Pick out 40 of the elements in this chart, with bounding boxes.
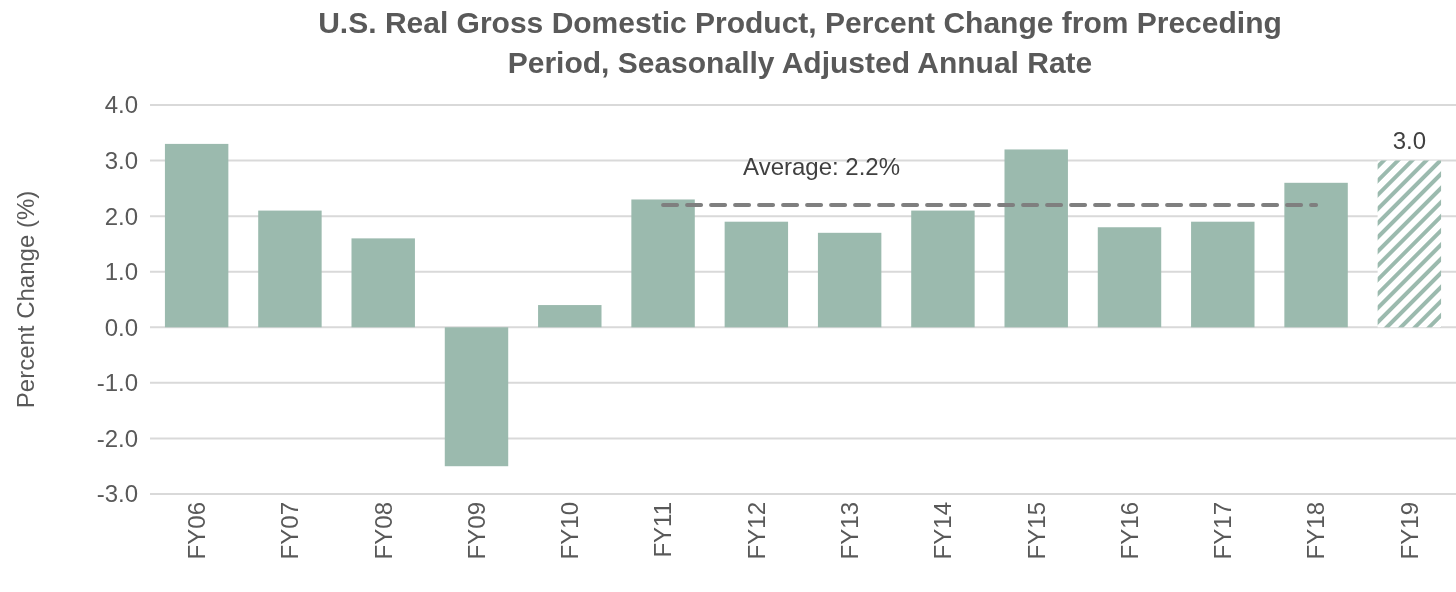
y-tick-label: -3.0 [96,480,138,508]
y-tick-label: 3.0 [104,146,138,174]
x-tick-label: FY19 [1395,502,1423,560]
x-tick-label: FY17 [1209,502,1237,560]
y-tick-label: 2.0 [104,202,138,230]
x-tick-label: FY18 [1302,502,1330,560]
bar [724,221,789,328]
bar [911,210,975,328]
bar [817,232,882,328]
bar [1377,160,1442,328]
x-tick-label: FY14 [929,502,957,560]
y-tick-label: 0.0 [104,313,138,341]
x-tick-label: FY12 [742,502,770,560]
y-tick-label: -2.0 [96,424,138,452]
bar [631,199,695,328]
x-tick-label: FY09 [462,502,490,560]
y-tick-label: -1.0 [96,369,138,397]
data-label: 3.0 [1392,126,1427,154]
bar [538,305,602,328]
x-tick-label: FY11 [649,502,677,558]
y-axis-title: Percent Change (%) [12,190,39,409]
series-label: Average: 2.2% [743,153,901,181]
x-tick-label: FY06 [183,502,211,560]
x-tick-label: FY10 [556,502,584,560]
bar [1284,182,1348,328]
bar [1191,221,1255,328]
bar [1004,149,1068,328]
y-tick-label: 4.0 [104,91,138,119]
bar [351,238,415,328]
bar [444,327,509,467]
x-tick-label: FY07 [276,502,304,560]
x-tick-label: FY15 [1022,502,1050,560]
bar [258,210,322,328]
bar [164,143,229,328]
chart-title: U.S. Real Gross Domestic Product, Percent Change from Preceding Period, Seasonally Adjusted Annual Rate [318,6,1282,79]
x-tick-label: FY13 [836,502,864,560]
x-tick-label: FY08 [369,502,397,560]
x-tick-label: FY16 [1115,502,1143,560]
y-tick-label: 1.0 [104,258,138,286]
bar [1097,227,1162,328]
